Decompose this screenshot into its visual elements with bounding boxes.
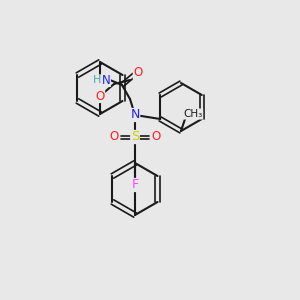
Text: O: O [152, 130, 160, 143]
Text: S: S [131, 130, 139, 143]
Text: O: O [110, 130, 118, 143]
Text: O: O [95, 89, 105, 103]
Text: F: F [131, 178, 139, 191]
Text: N: N [102, 74, 110, 86]
Text: H: H [93, 75, 101, 85]
Text: N: N [130, 109, 140, 122]
Text: CH₃: CH₃ [183, 109, 202, 119]
Text: O: O [134, 67, 142, 80]
